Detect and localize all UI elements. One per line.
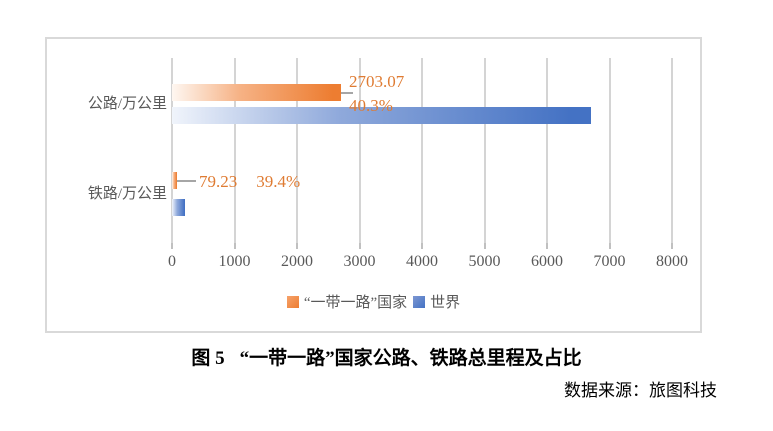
axis-tick xyxy=(483,243,486,249)
figure-title: “一带一路”国家公路、铁路总里程及占比 xyxy=(239,348,582,369)
gridline xyxy=(296,58,298,243)
axis-tick xyxy=(296,243,298,249)
gridline xyxy=(421,58,423,243)
axis-tick-label: 5000 xyxy=(468,253,501,270)
figure-caption: 图 5 “一带一路”国家公路、铁路总里程及占比 xyxy=(0,343,773,370)
bar-brl-rail xyxy=(172,172,177,189)
error-whisker-rail xyxy=(177,180,196,182)
figure-label: 图 5 xyxy=(191,348,225,369)
gridline xyxy=(608,58,611,243)
axis-tick-label: 4000 xyxy=(406,253,438,270)
value-label: 2703.07 xyxy=(349,72,405,91)
legend-color-swatch-blue xyxy=(413,295,426,308)
axis-tick-label: 2000 xyxy=(281,253,313,270)
gridline xyxy=(171,58,173,243)
percent-label: 40.3% xyxy=(349,96,393,115)
axis-tick xyxy=(608,243,611,249)
legend: “一带一路”国家 世界 xyxy=(47,291,700,312)
data-label-rail: 79.23 39.4% xyxy=(199,170,300,194)
plot-area: 0 1000 2000 3000 4000 5000 6000 7000 8000 公路/万公里 2… xyxy=(47,39,700,331)
legend-item-brl: “一带一路”国家 xyxy=(286,291,408,312)
data-source: 数据来源：旅图科技 xyxy=(564,381,717,400)
axis-tick xyxy=(421,243,423,249)
chart-panel: 0 1000 2000 3000 4000 5000 6000 7000 8000 公路/万公里 2… xyxy=(45,37,702,333)
category-label-rail: 铁路/万公里 xyxy=(87,186,167,202)
bar-world-road xyxy=(172,107,591,124)
gridline xyxy=(671,58,673,243)
percent-label: 39.4% xyxy=(256,172,301,191)
error-whisker-road xyxy=(341,92,353,94)
gridline xyxy=(546,58,548,243)
bar-brl-road xyxy=(172,84,341,101)
axis-tick-label: 8000 xyxy=(656,253,688,270)
value-label: 79.23 xyxy=(199,172,238,191)
axis-tick xyxy=(546,243,548,249)
axis-tick-label: 6000 xyxy=(531,253,563,270)
legend-label: 世界 xyxy=(430,295,461,311)
axis-tick-label: 7000 xyxy=(593,253,626,270)
legend-item-world: 世界 xyxy=(413,291,460,312)
bar-world-rail xyxy=(172,199,185,216)
axis-tick xyxy=(358,243,361,249)
axis-tick xyxy=(171,243,173,249)
category-label-road: 公路/万公里 xyxy=(87,96,167,112)
data-label-road: 2703.07 40.3% xyxy=(349,70,404,118)
axis-tick-label: 3000 xyxy=(343,253,376,270)
axis-tick-label: 1000 xyxy=(218,253,251,270)
gridline xyxy=(483,58,486,243)
legend-color-swatch-orange xyxy=(286,295,299,308)
gridline xyxy=(358,58,361,243)
gridline xyxy=(233,58,236,243)
axis-tick-label: 0 xyxy=(168,253,176,270)
axis-tick xyxy=(671,243,673,249)
axis-tick xyxy=(233,243,236,249)
legend-label: “一带一路”国家 xyxy=(303,295,408,311)
